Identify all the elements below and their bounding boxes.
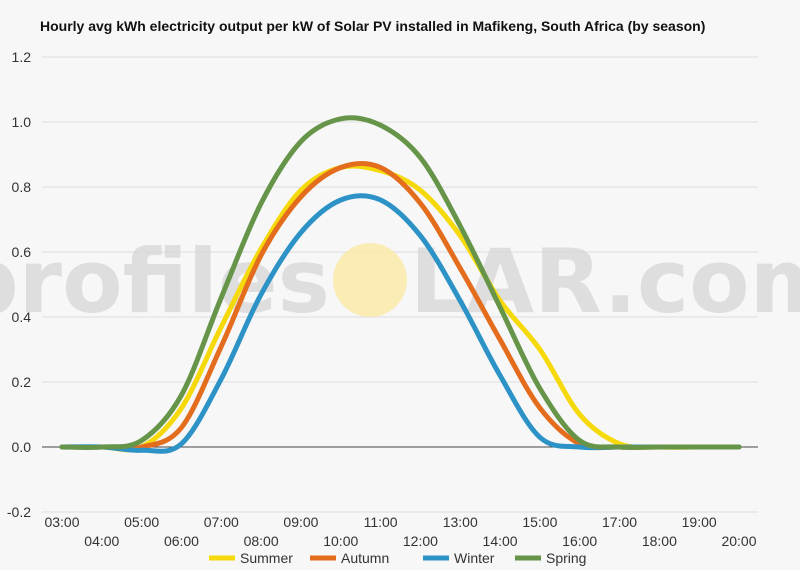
- x-tick-label: 06:00: [164, 533, 199, 549]
- legend-label-winter: Winter: [454, 550, 495, 566]
- y-tick-label: 0.0: [12, 439, 32, 455]
- x-tick-label: 12:00: [403, 533, 438, 549]
- x-tick-label: 05:00: [124, 514, 159, 530]
- y-tick-label: 0.2: [12, 374, 32, 390]
- y-tick-label: 0.4: [12, 309, 32, 325]
- y-tick-label: 1.0: [12, 114, 32, 130]
- x-tick-label: 20:00: [721, 533, 756, 549]
- axis-layer: 1.2 1.0 0.8 0.6 0.4 0.2 0.0 -0.2 03:00 04:00 05:00…: [7, 49, 758, 549]
- legend-label-summer: Summer: [240, 550, 293, 566]
- legend: Summer Autumn Winter Spring: [209, 550, 586, 566]
- x-tick-label: 09:00: [283, 514, 318, 530]
- x-tick-label: 15:00: [522, 514, 557, 530]
- y-tick-label: -0.2: [7, 504, 31, 520]
- watermark-sun-logo: [333, 243, 407, 317]
- x-tick-label: 08:00: [244, 533, 279, 549]
- x-tick-label: 18:00: [642, 533, 677, 549]
- series-line-spring: [59, 115, 742, 450]
- x-tick-label: 03:00: [44, 514, 79, 530]
- y-tick-label: 0.8: [12, 179, 32, 195]
- x-tick-label: 19:00: [682, 514, 717, 530]
- y-tick-label: 0.6: [12, 244, 32, 260]
- series-layer: [59, 115, 742, 454]
- legend-label-autumn: Autumn: [341, 550, 389, 566]
- x-tick-label: 07:00: [204, 514, 239, 530]
- watermark-text-right: LAR.com: [410, 230, 800, 333]
- legend-label-spring: Spring: [546, 550, 586, 566]
- y-tick-label: 1.2: [12, 49, 32, 65]
- x-tick-label: 13:00: [443, 514, 478, 530]
- watermark: profiles LAR.com: [0, 230, 800, 333]
- x-tick-label: 16:00: [562, 533, 597, 549]
- x-tick-label: 11:00: [364, 514, 398, 530]
- x-tick-label: 14:00: [483, 533, 518, 549]
- watermark-text-left: profiles: [0, 230, 330, 333]
- x-tick-label: 10:00: [323, 533, 358, 549]
- x-tick-label: 04:00: [84, 533, 119, 549]
- x-tick-label: 17:00: [602, 514, 637, 530]
- chart-title: Hourly avg kWh electricity output per kW…: [40, 18, 706, 34]
